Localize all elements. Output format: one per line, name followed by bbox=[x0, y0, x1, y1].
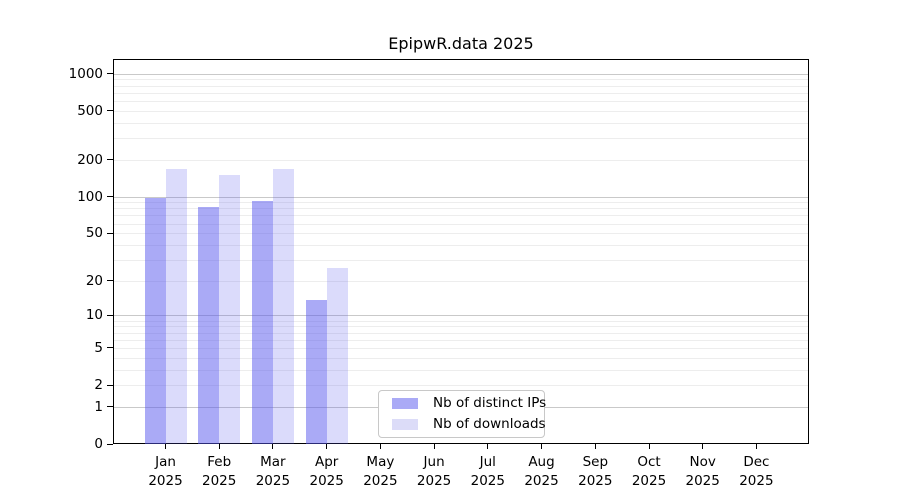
x-axis-tick-nov bbox=[702, 444, 704, 449]
minor-gridline bbox=[114, 223, 808, 225]
minor-gridline bbox=[114, 122, 808, 124]
y-axis-label-200: 200 bbox=[77, 151, 103, 168]
y-axis-label-20: 20 bbox=[85, 272, 103, 289]
x-axis-tick-jun bbox=[433, 444, 435, 449]
x-axis-tick-sep bbox=[594, 444, 596, 449]
minor-gridline bbox=[114, 159, 808, 161]
legend-item-downloads: Nb of downloads bbox=[379, 416, 546, 433]
bar-downloads-jan bbox=[165, 169, 187, 444]
y-axis-label-2: 2 bbox=[94, 377, 103, 394]
minor-gridline bbox=[114, 208, 808, 210]
bar-downloads-mar bbox=[272, 169, 294, 444]
minor-gridline bbox=[114, 100, 808, 102]
legend-label-distinct-ips: Nb of distinct IPs bbox=[433, 395, 547, 411]
minor-gridline bbox=[114, 92, 808, 94]
x-axis-tick-jul bbox=[487, 444, 489, 449]
minor-gridline bbox=[114, 339, 808, 341]
legend: Nb of distinct IPs Nb of downloads bbox=[378, 390, 547, 438]
y-axis-tick-2 bbox=[107, 384, 113, 386]
x-axis-label-mar: Mar 2025 bbox=[255, 454, 291, 489]
x-axis-label-may: May 2025 bbox=[363, 454, 398, 489]
bar-downloads-feb bbox=[219, 175, 241, 444]
x-axis-label-sep: Sep 2025 bbox=[578, 454, 613, 489]
distinct-ips-swatch bbox=[392, 398, 418, 409]
bar-distinct-ips-jan bbox=[144, 197, 166, 444]
minor-gridline bbox=[114, 137, 808, 139]
plot-area bbox=[113, 59, 809, 444]
y-axis-label-10: 10 bbox=[85, 307, 103, 324]
y-axis-tick-1 bbox=[107, 406, 113, 408]
minor-gridline bbox=[114, 280, 808, 282]
x-axis-tick-mar bbox=[272, 444, 274, 449]
y-axis-label-5: 5 bbox=[94, 339, 103, 356]
x-axis-label-nov: Nov 2025 bbox=[685, 454, 720, 489]
minor-gridline bbox=[114, 369, 808, 371]
minor-gridline bbox=[114, 259, 808, 261]
chart-title: EpipwR.data 2025 bbox=[388, 34, 534, 53]
minor-gridline bbox=[114, 110, 808, 112]
major-gridline-1000 bbox=[114, 73, 808, 75]
legend-item-distinct-ips: Nb of distinct IPs bbox=[379, 395, 547, 412]
x-axis-tick-jan bbox=[165, 444, 166, 449]
x-axis-tick-aug bbox=[541, 444, 542, 449]
x-axis-label-oct: Oct 2025 bbox=[631, 454, 667, 489]
y-axis-tick-500 bbox=[107, 110, 113, 112]
y-axis-tick-200 bbox=[107, 159, 113, 161]
x-axis-tick-dec bbox=[755, 444, 757, 449]
x-axis-label-jul: Jul 2025 bbox=[470, 454, 505, 489]
y-axis-tick-10 bbox=[107, 314, 113, 316]
x-axis-tick-oct bbox=[648, 444, 650, 449]
x-axis-tick-may bbox=[379, 444, 381, 449]
legend-label-downloads: Nb of downloads bbox=[433, 416, 546, 432]
y-axis-label-1: 1 bbox=[94, 398, 103, 415]
major-gridline-100 bbox=[114, 196, 808, 198]
y-axis-label-50: 50 bbox=[85, 225, 103, 242]
minor-gridline bbox=[114, 357, 808, 359]
bar-distinct-ips-feb bbox=[198, 206, 220, 444]
y-axis-tick-1000 bbox=[107, 73, 113, 74]
minor-gridline bbox=[114, 326, 808, 328]
y-axis-label-100: 100 bbox=[77, 188, 103, 205]
minor-gridline bbox=[114, 320, 808, 322]
x-axis-label-feb: Feb 2025 bbox=[202, 454, 237, 489]
bar-distinct-ips-apr bbox=[305, 299, 327, 444]
y-axis-label-500: 500 bbox=[77, 102, 103, 119]
y-axis-tick-20 bbox=[107, 280, 113, 282]
minor-gridline bbox=[114, 332, 808, 334]
x-axis-label-jan: Jan 2025 bbox=[148, 454, 183, 489]
minor-gridline bbox=[114, 347, 808, 349]
y-axis-tick-100 bbox=[107, 196, 113, 197]
y-axis-label-0: 0 bbox=[94, 436, 103, 452]
y-axis-tick-50 bbox=[107, 232, 113, 234]
minor-gridline bbox=[114, 85, 808, 87]
x-axis-tick-feb bbox=[218, 444, 220, 449]
y-axis-tick-0 bbox=[107, 443, 113, 445]
y-axis-label-1000: 1000 bbox=[68, 65, 103, 82]
minor-gridline bbox=[114, 385, 808, 387]
minor-gridline bbox=[114, 215, 808, 217]
minor-gridline bbox=[114, 244, 808, 246]
bar-distinct-ips-mar bbox=[251, 201, 273, 444]
y-axis-tick-5 bbox=[107, 347, 113, 349]
x-axis-tick-apr bbox=[326, 444, 328, 449]
x-axis-label-dec: Dec 2025 bbox=[739, 454, 774, 489]
minor-gridline bbox=[114, 233, 808, 235]
minor-gridline bbox=[114, 202, 808, 204]
x-axis-label-jun: Jun 2025 bbox=[416, 454, 452, 489]
bar-downloads-apr bbox=[326, 268, 348, 444]
minor-gridline bbox=[114, 79, 808, 81]
x-axis-label-aug: Aug 2025 bbox=[524, 454, 559, 489]
x-axis-label-apr: Apr 2025 bbox=[309, 454, 344, 489]
major-gridline-10 bbox=[114, 315, 808, 317]
downloads-swatch bbox=[392, 419, 418, 430]
